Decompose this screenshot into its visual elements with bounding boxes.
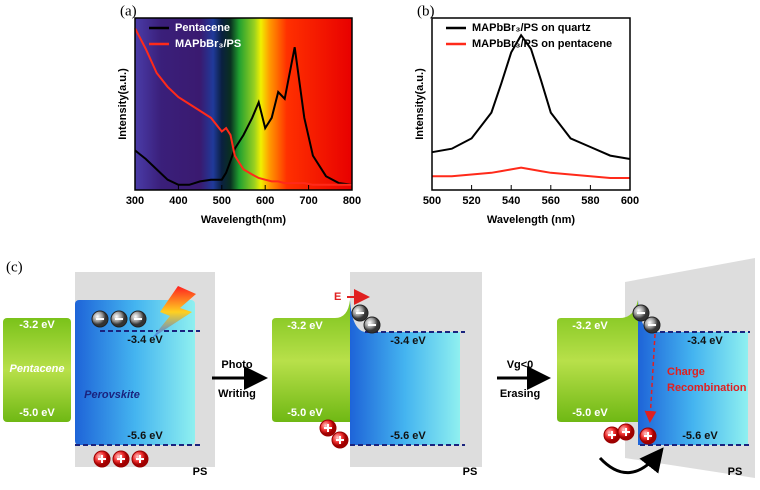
material-label: Perovskite (84, 389, 140, 401)
recombination-arrow (644, 333, 657, 423)
series-line (432, 166, 630, 179)
level-label: -5.6 eV (682, 430, 718, 442)
level-label: -5.6 eV (127, 430, 163, 442)
legend-label: Pentacene (175, 22, 230, 34)
x-tick-label: 700 (299, 195, 317, 207)
material-label: Pentacene (9, 363, 64, 375)
x-tick-label: 600 (256, 195, 274, 207)
legend-label: MAPbBr₃/PS on pentacene (472, 38, 612, 50)
x-axis-label: Wavelength(nm) (201, 214, 286, 226)
pentacene-band (272, 300, 350, 422)
level-label: -3.2 eV (572, 320, 608, 332)
level-label: -3.4 eV (687, 335, 723, 347)
y-axis-label: Intensity(a.u.) (117, 68, 129, 140)
level-label: -3.2 eV (19, 319, 55, 331)
carriers (91, 304, 661, 468)
substrate-label: PS (193, 466, 208, 478)
x-tick-label: 400 (169, 195, 187, 207)
level-label: -5.0 eV (572, 407, 608, 419)
level-label: -5.6 eV (390, 430, 426, 442)
field-label: E (334, 291, 341, 303)
pentacene-band (557, 300, 638, 422)
light-icon (152, 286, 196, 338)
panel-label: (a) (120, 3, 137, 19)
note: Recombination (667, 382, 747, 394)
perovskite-band (638, 300, 748, 445)
panel-label: (b) (417, 3, 435, 19)
substrate-label: PS (463, 466, 478, 478)
x-tick-label: 300 (126, 195, 144, 207)
level-label: -5.0 eV (287, 407, 323, 419)
level-label: -3.2 eV (287, 320, 323, 332)
substrate-label: PS (728, 466, 743, 478)
x-tick-label: 500 (213, 195, 231, 207)
level-label: -3.4 eV (127, 334, 163, 346)
x-tick-label: 800 (343, 195, 361, 207)
y-axis-label: Intensity(a.u.) (414, 68, 426, 140)
transfer-arrow (598, 447, 664, 474)
x-tick-label: 540 (502, 195, 520, 207)
level-label: -5.0 eV (19, 407, 55, 419)
level-label: -3.4 eV (390, 335, 426, 347)
pentacene-band (3, 318, 71, 422)
x-tick-label: 500 (423, 195, 441, 207)
x-tick-label: 600 (621, 195, 639, 207)
legend-label: MAPbBr₃/PS (175, 38, 241, 50)
perovskite-band (350, 300, 460, 445)
panel-label: (c) (6, 259, 23, 275)
plot-frame (134, 17, 353, 191)
step-label: Writing (218, 388, 256, 400)
legend-label: MAPbBr₃/PS on quartz (472, 22, 591, 34)
plot-frame (431, 17, 631, 191)
charts: 300 400 500 600 700 800 Wavelength(nm) Intensit… (117, 3, 639, 225)
x-axis-label: Wavelength (nm) (487, 214, 576, 226)
series-line (134, 47, 353, 186)
step-label: Photo (221, 359, 252, 371)
perovskite-band (75, 300, 195, 445)
step-label: Erasing (500, 388, 540, 400)
step-label: Vg<0 (507, 359, 534, 371)
series-line (431, 33, 631, 160)
x-tick-label: 520 (462, 195, 480, 207)
note: Charge (667, 366, 705, 378)
diagram: (c) -3.2 eV Pentacene -5.0 eV -3.4 eV Pe… (3, 258, 755, 478)
x-tick-label: 580 (581, 195, 599, 207)
series-line (134, 27, 352, 186)
x-tick-label: 560 (542, 195, 560, 207)
